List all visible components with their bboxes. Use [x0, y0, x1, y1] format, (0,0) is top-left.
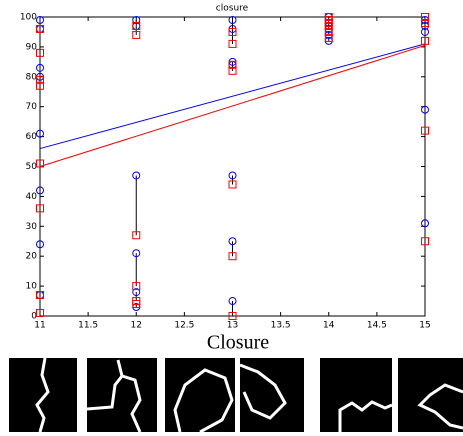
- x-tick-label: 13.5: [271, 321, 291, 331]
- point: [132, 300, 141, 309]
- contour: [35, 357, 50, 433]
- point: [228, 60, 237, 69]
- point: [36, 48, 44, 57]
- y-tick-label: 60: [26, 132, 38, 142]
- point: [36, 309, 44, 318]
- x-tick-label: 14.5: [367, 321, 387, 331]
- point: [228, 252, 237, 261]
- point: [132, 30, 141, 39]
- point: [228, 180, 237, 189]
- y-tick-label: 40: [26, 192, 38, 202]
- point: [421, 13, 429, 21]
- point: [36, 63, 44, 72]
- caption: Closure: [207, 332, 269, 354]
- point: [324, 21, 333, 30]
- thumbnails: [9, 357, 463, 434]
- point: [132, 21, 141, 30]
- point: [132, 282, 141, 291]
- x-tick-label: 15: [419, 321, 430, 331]
- y-tick-label: 50: [26, 162, 38, 172]
- contour: [239, 363, 287, 420]
- point: [36, 291, 44, 300]
- x-tick-label: 11: [34, 321, 45, 331]
- point: [421, 18, 429, 27]
- contour: [338, 400, 393, 432]
- point: [36, 159, 44, 168]
- y-tick-label: 20: [26, 252, 38, 262]
- chart-title: closure: [216, 4, 249, 14]
- point: [36, 204, 44, 213]
- point: [228, 237, 237, 246]
- contour: [173, 368, 234, 434]
- point: [132, 231, 141, 240]
- fit-line: [39, 43, 426, 150]
- point: [421, 27, 429, 36]
- point: [228, 39, 237, 48]
- point: [421, 237, 429, 246]
- point: [36, 81, 44, 90]
- point: [132, 288, 141, 297]
- point: [324, 27, 333, 36]
- point: [36, 15, 44, 24]
- contour: [417, 383, 463, 430]
- point: [228, 27, 237, 36]
- y-tick-label: 0: [31, 312, 37, 322]
- x-tick-label: 12: [131, 321, 142, 331]
- point: [132, 249, 141, 258]
- point: [132, 15, 141, 24]
- y-tick-label: 30: [26, 222, 38, 232]
- point: [228, 297, 237, 306]
- point: [36, 129, 44, 138]
- thumbnail: [165, 358, 235, 432]
- point: [228, 312, 237, 320]
- fit-line: [39, 44, 426, 167]
- x-tick-label: 14: [323, 321, 335, 331]
- y-tick-label: 10: [26, 282, 38, 292]
- y-tick-label: 70: [26, 102, 38, 112]
- point: [421, 105, 429, 114]
- thumbnail: [87, 358, 157, 432]
- point: [228, 15, 237, 24]
- x-tick-label: 12.5: [174, 321, 194, 331]
- contour: [86, 359, 142, 433]
- point: [228, 66, 237, 75]
- point: [324, 33, 333, 42]
- y-tick-label: 90: [26, 42, 38, 52]
- point: [421, 36, 429, 45]
- point: [228, 171, 237, 180]
- point: [421, 219, 429, 228]
- point: [36, 240, 44, 249]
- point: [36, 75, 44, 84]
- x-tick-label: 13: [227, 321, 238, 331]
- thumbnail: [320, 358, 392, 432]
- y-tick-label: 100: [20, 13, 37, 23]
- y-tick-label: 80: [26, 72, 38, 82]
- point: [36, 24, 44, 33]
- point: [132, 171, 141, 180]
- x-tick-label: 11.5: [78, 321, 98, 331]
- point: [421, 126, 429, 135]
- point: [36, 186, 44, 195]
